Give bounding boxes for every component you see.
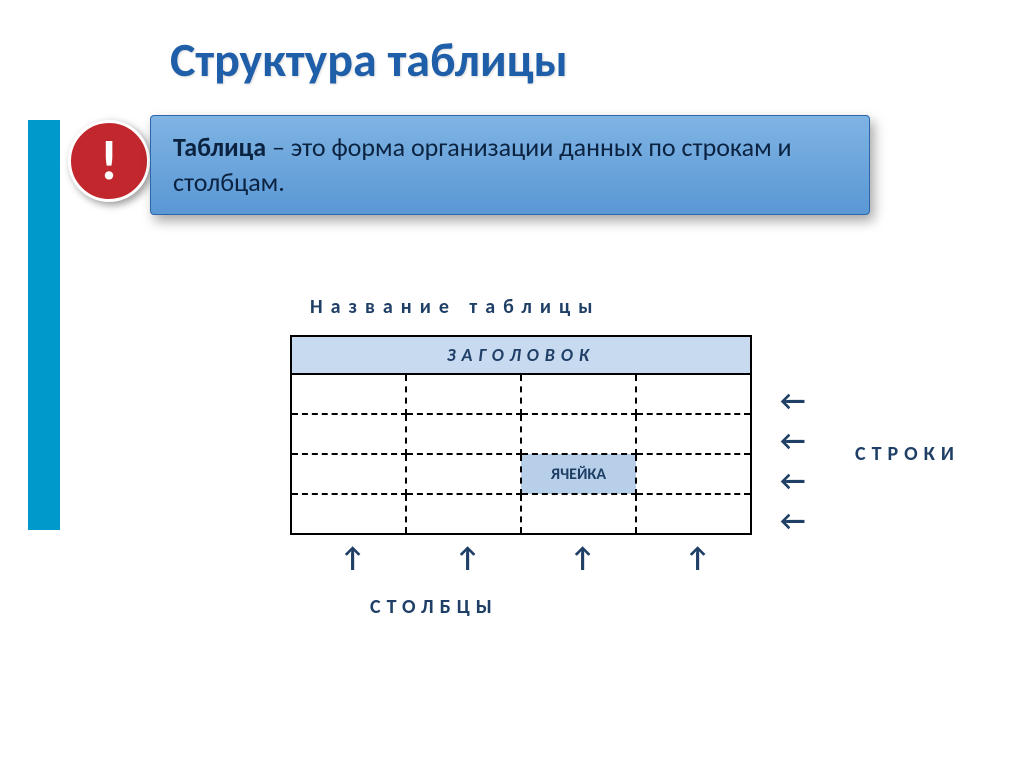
table-cell	[406, 414, 521, 454]
table-cell	[291, 414, 406, 454]
table-cell	[521, 494, 636, 534]
col-arrow-icon: ↑	[340, 540, 365, 575]
table-cell	[291, 454, 406, 494]
table-cell	[406, 374, 521, 414]
table-cell	[291, 494, 406, 534]
row-arrow-icon: ←	[780, 463, 805, 498]
table-header-cell: ЗАГОЛОВОК	[291, 336, 751, 374]
table-cell	[636, 494, 751, 534]
exclamation-icon: !	[100, 127, 118, 195]
table-title-label: Название таблицы	[310, 295, 601, 319]
definition-term: Таблица	[173, 131, 266, 163]
table-cell	[521, 414, 636, 454]
definition-box: Таблица – это форма организации данных п…	[150, 115, 870, 215]
table-cell	[636, 454, 751, 494]
cols-label: СТОЛБЦЫ	[370, 595, 498, 619]
table-cell	[406, 494, 521, 534]
table-cell	[291, 374, 406, 414]
col-arrow-icon: ↑	[455, 540, 480, 575]
col-arrow-icon: ↑	[685, 540, 710, 575]
row-arrow-icon: ←	[780, 503, 805, 538]
structure-table: ЗАГОЛОВОК ЯЧЕЙКА	[290, 335, 752, 535]
page-title: Структура таблицы	[170, 30, 568, 89]
attention-badge: !	[68, 120, 150, 202]
table-cell	[636, 414, 751, 454]
table-cell	[636, 374, 751, 414]
definition-text: – это форма организации данных по строка…	[173, 131, 792, 198]
row-arrow-icon: ←	[780, 383, 805, 418]
highlighted-cell: ЯЧЕЙКА	[521, 454, 636, 494]
row-arrow-icon: ←	[780, 423, 805, 458]
rows-label: СТРОКИ	[855, 442, 960, 466]
table-cell	[521, 374, 636, 414]
table-cell	[406, 454, 521, 494]
col-arrow-icon: ↑	[570, 540, 595, 575]
sidebar-accent	[28, 120, 60, 530]
